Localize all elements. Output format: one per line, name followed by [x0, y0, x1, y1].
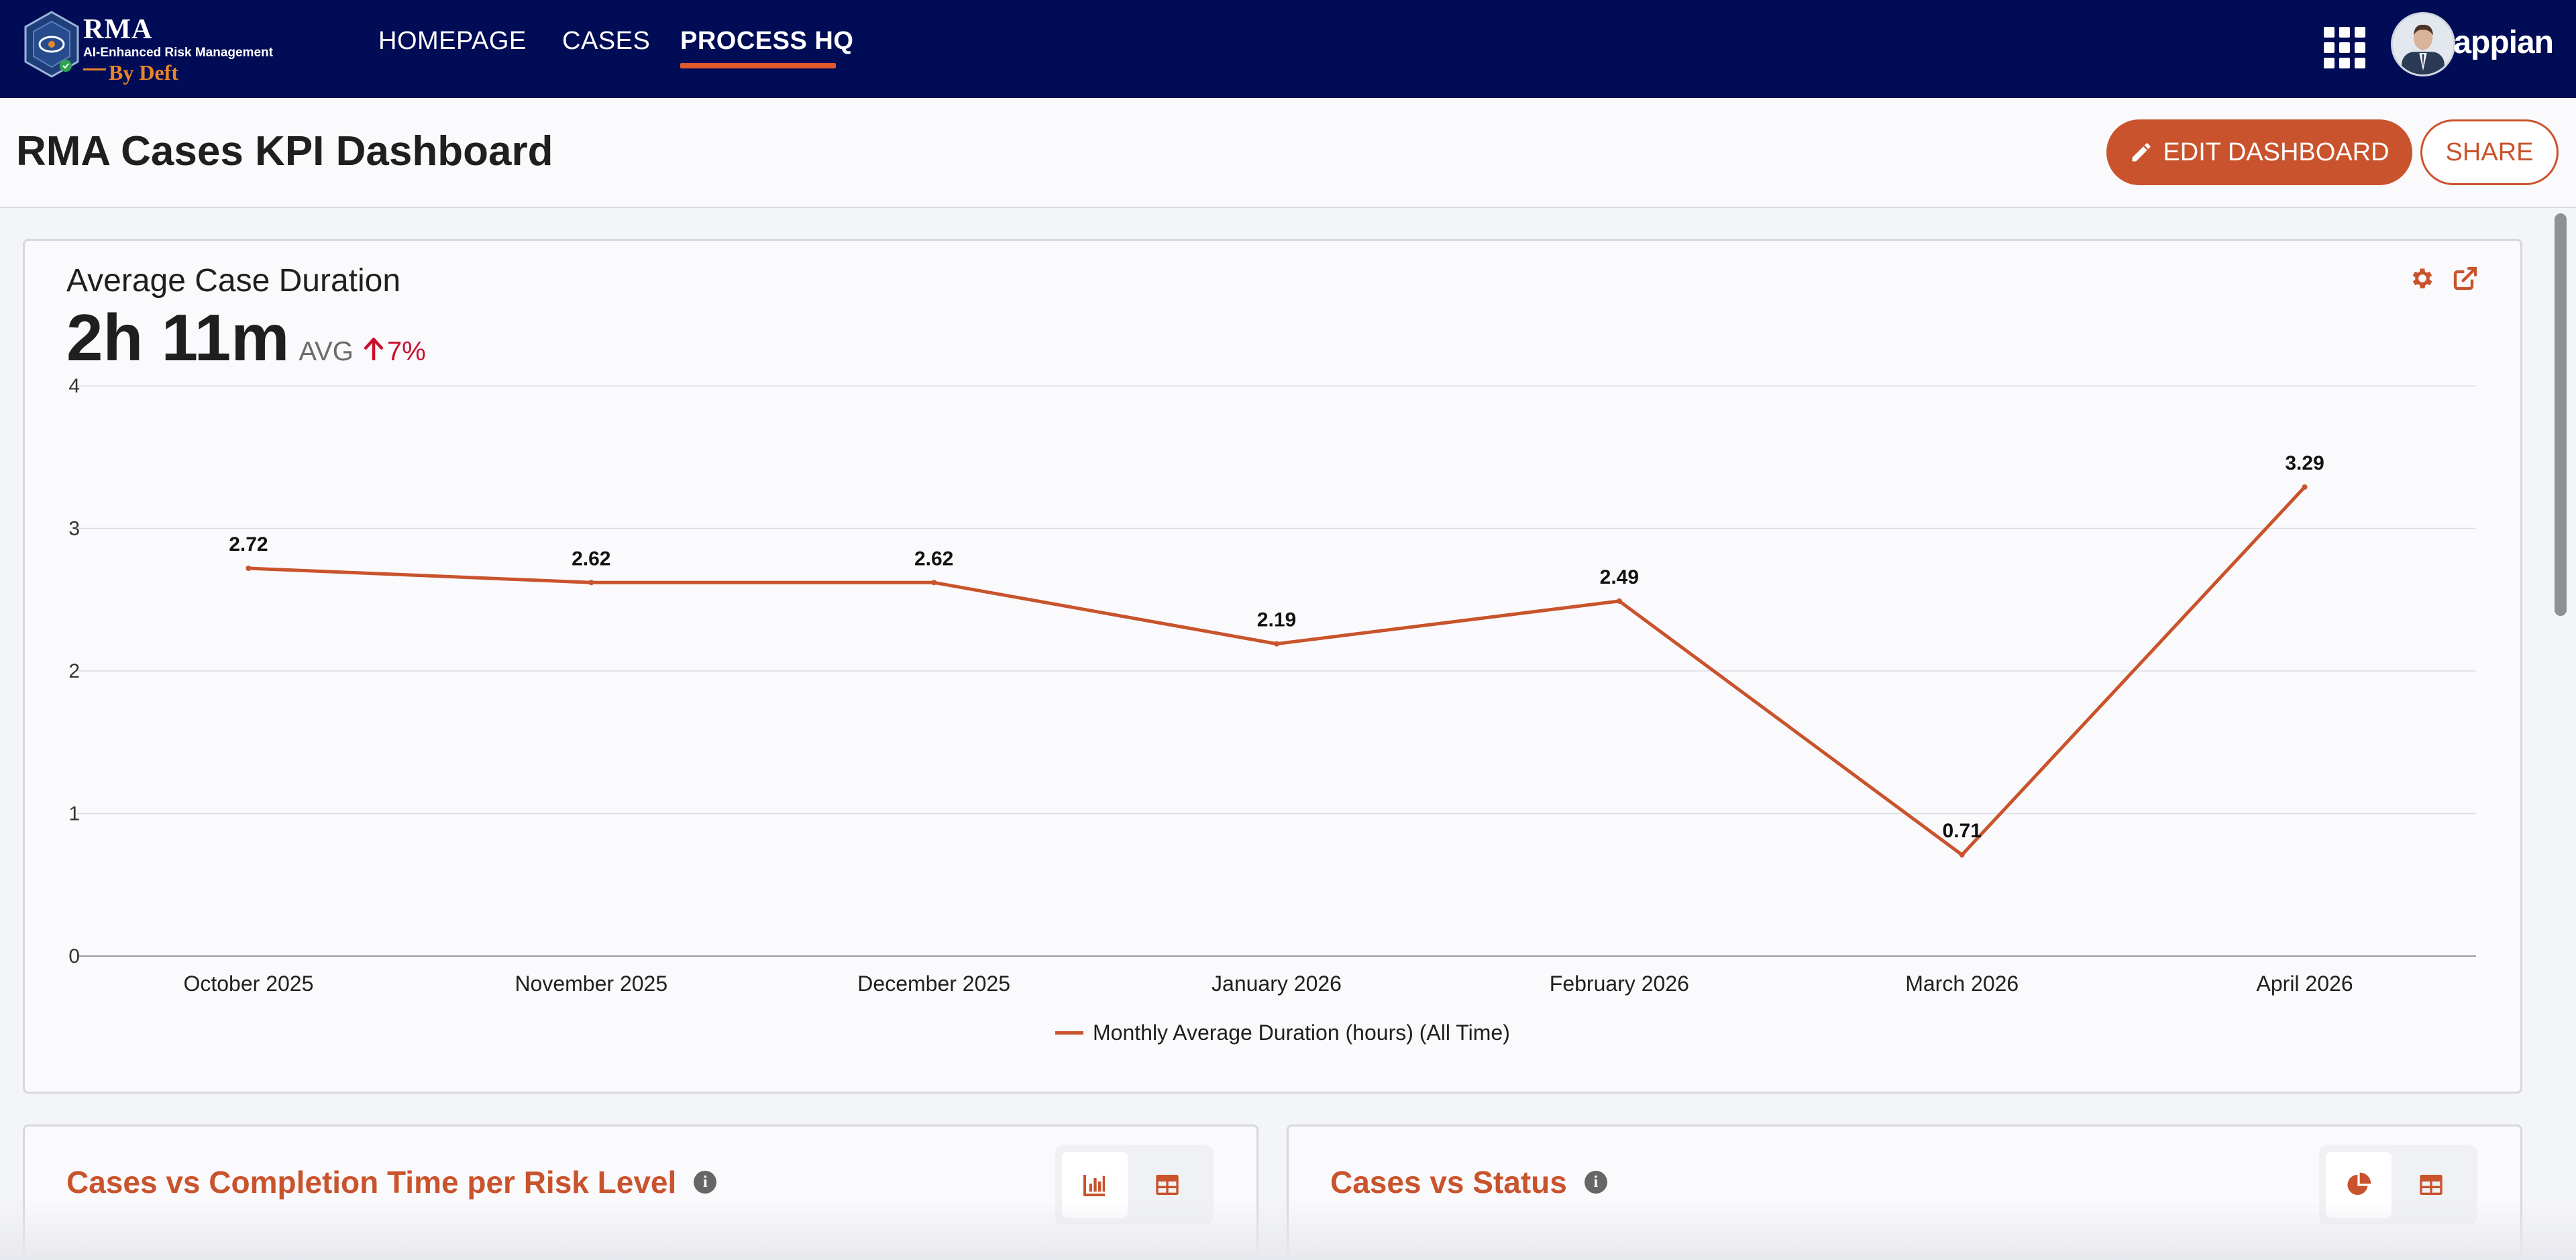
- active-tab-indicator: [680, 63, 836, 68]
- nav-link-homepage[interactable]: HOMEPAGE: [378, 27, 527, 55]
- user-avatar[interactable]: [2391, 12, 2455, 76]
- page-scrollbar[interactable]: [2555, 213, 2567, 616]
- edit-dashboard-button[interactable]: EDIT DASHBOARD: [2106, 119, 2412, 185]
- data-label: 2.19: [1257, 609, 1296, 631]
- y-tick-label: 1: [68, 803, 80, 825]
- logo-subtitle: AI-Enhanced Risk Management: [83, 46, 273, 60]
- x-tick-label: February 2026: [1550, 972, 1689, 996]
- card-title-text: Cases vs Status: [1330, 1165, 1567, 1200]
- x-tick-label: November 2025: [515, 972, 667, 996]
- chart-legend[interactable]: Monthly Average Duration (hours) (All Ti…: [1055, 1020, 1510, 1045]
- app-launcher-grid-icon[interactable]: [2324, 27, 2365, 68]
- data-labels: 2.72 2.62 2.62 2.19 2.49 0.71 3.29: [229, 452, 2324, 842]
- table-icon: [2420, 1175, 2443, 1195]
- data-label: 3.29: [2285, 452, 2324, 474]
- logo-by: By Deft: [109, 60, 178, 85]
- info-icon[interactable]: i: [1584, 1171, 1607, 1194]
- appian-brand-logo: appian: [2453, 25, 2554, 60]
- data-label: 0.71: [1943, 820, 1982, 842]
- y-tick-label: 3: [68, 518, 80, 540]
- kpi-value: 2h 11m: [66, 301, 290, 374]
- edit-dashboard-label: EDIT DASHBOARD: [2163, 138, 2390, 166]
- shield-eye-icon: [24, 11, 79, 78]
- table-view-button[interactable]: [1134, 1152, 1200, 1218]
- data-point[interactable]: [2302, 484, 2308, 490]
- x-axis-ticks: October 2025 November 2025 December 2025 Ja…: [183, 972, 2353, 996]
- table-icon: [1156, 1175, 1179, 1195]
- nav-link-cases[interactable]: CASES: [562, 27, 651, 55]
- data-point[interactable]: [588, 580, 594, 586]
- data-label: 2.62: [572, 547, 610, 570]
- external-link-icon[interactable]: [2452, 265, 2479, 292]
- series-line-layer: [246, 484, 2308, 858]
- x-tick-label: December 2025: [857, 972, 1010, 996]
- share-button[interactable]: SHARE: [2420, 119, 2559, 185]
- pencil-icon: [2132, 143, 2151, 162]
- card-title: Cases vs Status i: [1330, 1164, 1607, 1200]
- legend-swatch: [1055, 1031, 1083, 1035]
- table-view-button[interactable]: [2398, 1152, 2464, 1218]
- info-icon[interactable]: i: [694, 1171, 717, 1194]
- page-title: RMA Cases KPI Dashboard: [16, 128, 553, 174]
- data-label: 2.62: [914, 547, 953, 570]
- top-nav-bar: RMA AI-Enhanced Risk Management By Deft …: [0, 0, 2576, 98]
- x-tick-label: April 2026: [2257, 972, 2353, 996]
- x-tick-label: October 2025: [183, 972, 313, 996]
- data-point[interactable]: [246, 566, 252, 571]
- person-icon: [2393, 14, 2453, 74]
- card-title-text: Cases vs Completion Time per Risk Level: [66, 1165, 677, 1200]
- x-tick-label: January 2026: [1212, 972, 1342, 996]
- kpi-summary: 2h 11m AVG 7%: [66, 300, 426, 376]
- pie-chart-icon: [2347, 1172, 2371, 1195]
- bottom-fade: [0, 1201, 2576, 1260]
- y-tick-label: 4: [68, 375, 80, 397]
- average-case-duration-card: Average Case Duration 2h 11m AVG 7% 0 1 2 3…: [23, 239, 2522, 1094]
- logo-divider: [83, 68, 106, 70]
- kpi-change-value: 7%: [386, 337, 426, 366]
- y-tick-label: 0: [68, 945, 80, 967]
- page-header: RMA Cases KPI Dashboard EDIT DASHBOARD S…: [0, 98, 2576, 208]
- data-point[interactable]: [931, 580, 937, 586]
- kpi-change: 7%: [363, 337, 426, 367]
- y-axis-ticks: 0 1 2 3 4: [68, 375, 80, 967]
- card-title: Cases vs Completion Time per Risk Level …: [66, 1164, 717, 1200]
- data-point[interactable]: [1616, 598, 1622, 604]
- nav-link-process-hq[interactable]: PROCESS HQ: [680, 27, 854, 55]
- data-point[interactable]: [1274, 641, 1279, 647]
- arrow-up-icon: [364, 337, 383, 360]
- data-point[interactable]: [1959, 852, 1965, 858]
- rma-logo[interactable]: RMA AI-Enhanced Risk Management By Deft: [21, 9, 303, 89]
- bar-chart-icon: [1083, 1175, 1105, 1196]
- card-title: Average Case Duration: [66, 263, 401, 299]
- line-chart: 0 1 2 3 4 October 2025 November 2025 December …: [68, 375, 2476, 996]
- x-tick-label: March 2026: [1905, 972, 2019, 996]
- chart-gridlines: [77, 385, 2476, 957]
- logo-title: RMA: [83, 14, 153, 45]
- kpi-unit-label: AVG: [299, 337, 354, 366]
- legend-label: Monthly Average Duration (hours) (All Ti…: [1093, 1020, 1510, 1045]
- data-label: 2.72: [229, 533, 268, 556]
- data-label: 2.49: [1600, 566, 1639, 588]
- gear-icon[interactable]: [2409, 265, 2436, 292]
- y-tick-label: 2: [68, 660, 80, 682]
- card-actions: [2409, 265, 2479, 292]
